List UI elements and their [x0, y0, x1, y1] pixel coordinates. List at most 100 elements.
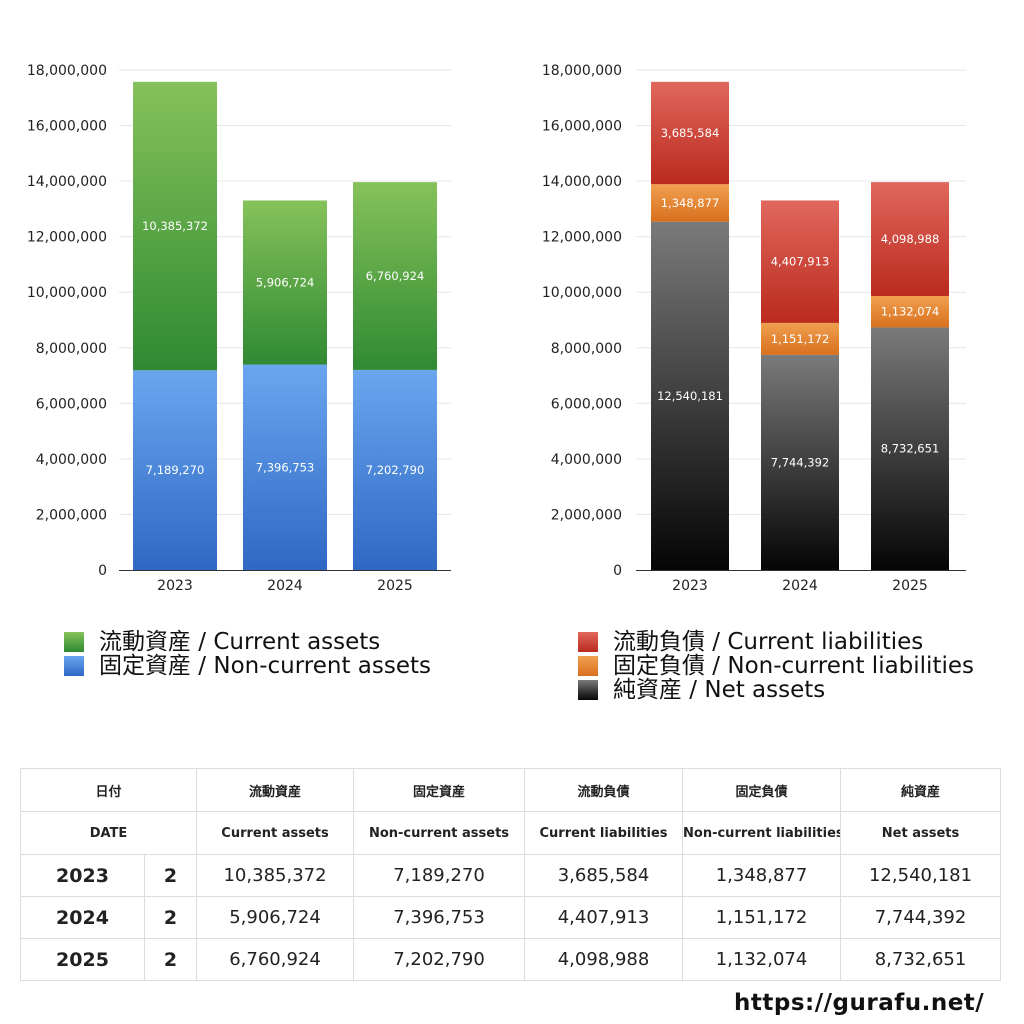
- table-cell: 1,151,172: [682, 896, 842, 939]
- y-tick-label: 4,000,000: [551, 452, 622, 468]
- table-header-cell: 固定資産: [353, 768, 526, 812]
- data-label: 4,407,913: [771, 255, 830, 269]
- x-tick-label: 2024: [782, 578, 818, 594]
- assets-chart: 0 2,000,000 4,000,000 6,000,000 8,000,000 10,…: [27, 63, 451, 594]
- table-cell: 7,202,790: [353, 938, 526, 981]
- bar-segment: [761, 354, 839, 570]
- table-header-cell: Net assets: [840, 811, 1002, 855]
- liabilities-chart: 0 2,000,000 4,000,000 6,000,000 8,000,000 10,…: [542, 63, 966, 594]
- y-tick-label: 2,000,000: [36, 507, 107, 523]
- table-cell: 2: [143, 854, 198, 897]
- x-tick-label: 2025: [892, 578, 928, 594]
- y-tick-label: 10,000,000: [542, 285, 622, 301]
- legend-item: 流動資産 / Current assets: [64, 630, 431, 654]
- data-table: 日付 流動資産 固定資産 流動負債 固定負債 純資産 DATE Current assets N…: [19, 768, 1002, 981]
- table-cell: 2025: [20, 938, 145, 981]
- legend-swatch: [64, 632, 84, 652]
- data-label: 8,732,651: [881, 442, 940, 456]
- table-row: 2023 2 10,385,372 7,189,270 3,685,584 1,348,8…: [20, 854, 1002, 897]
- y-tick-label: 6,000,000: [551, 396, 622, 412]
- bar-segment: [133, 81, 217, 371]
- table-cell: 3,685,584: [524, 854, 684, 897]
- table-cell: 2024: [20, 896, 145, 939]
- table-cell: 5,906,724: [196, 896, 355, 939]
- table-header-cell: 流動負債: [524, 768, 684, 812]
- legend-label: 流動負債 / Current liabilities: [613, 629, 924, 655]
- y-tick-label: 8,000,000: [36, 341, 107, 357]
- bar-segment: [871, 295, 949, 328]
- table-cell: 2: [143, 938, 198, 981]
- table-header-cell: DATE: [19, 811, 198, 855]
- table-header-cell: Non-current liabilities: [682, 811, 842, 855]
- bar-segment: [871, 182, 949, 296]
- bar-segment: [243, 364, 327, 570]
- bar-segment: [651, 184, 729, 222]
- table-cell: 2023: [20, 854, 145, 897]
- table-header-cell: Non-current assets: [353, 811, 526, 855]
- data-label: 4,098,988: [881, 232, 940, 246]
- table-cell: 7,744,392: [840, 896, 1002, 939]
- table-header-en: DATE Current assets Non-current assets Curr…: [19, 811, 1002, 855]
- bar-segment: [761, 200, 839, 323]
- x-tick-label: 2023: [157, 578, 193, 594]
- data-label: 1,132,074: [881, 305, 940, 319]
- y-tick-label: 12,000,000: [27, 230, 107, 246]
- data-label: 10,385,372: [142, 219, 208, 233]
- table-cell: 7,396,753: [353, 896, 526, 939]
- y-tick-label: 10,000,000: [27, 285, 107, 301]
- y-tick-label: 18,000,000: [27, 63, 107, 79]
- data-label: 6,760,924: [366, 269, 425, 283]
- legend-label: 純資産 / Net assets: [613, 677, 826, 703]
- table-cell: 12,540,181: [840, 854, 1002, 897]
- y-tick-label: 16,000,000: [542, 119, 622, 135]
- data-label: 7,189,270: [146, 463, 205, 477]
- table-header-cell: Current assets: [196, 811, 355, 855]
- x-tick-label: 2024: [267, 578, 303, 594]
- y-tick-label: 0: [613, 563, 622, 579]
- legend-swatch: [578, 656, 598, 676]
- x-tick-label: 2023: [672, 578, 708, 594]
- table-cell: 2: [143, 896, 198, 939]
- legend-swatch: [64, 656, 84, 676]
- data-label: 1,151,172: [771, 332, 830, 346]
- data-label: 7,396,753: [256, 460, 315, 474]
- liabilities-legend: 流動負債 / Current liabilities 固定負債 / Non-cur…: [578, 630, 974, 702]
- table-cell: 8,732,651: [840, 938, 1002, 981]
- legend-label: 固定資産 / Non-current assets: [99, 653, 432, 679]
- data-label: 3,685,584: [661, 126, 720, 140]
- y-tick-label: 16,000,000: [27, 119, 107, 135]
- data-label: 7,744,392: [771, 455, 830, 469]
- table-row: 2025 2 6,760,924 7,202,790 4,098,988 1,132,07…: [20, 938, 1002, 981]
- bar-segment: [353, 369, 437, 570]
- charts-canvas: 0 2,000,000 4,000,000 6,000,000 8,000,000 10,…: [27, 63, 966, 594]
- data-label: 1,348,877: [661, 196, 720, 210]
- y-tick-label: 8,000,000: [551, 341, 622, 357]
- legend-label: 固定負債 / Non-current liabilities: [613, 653, 974, 679]
- table-header-cell: 固定負債: [682, 768, 842, 812]
- legend-item: 固定負債 / Non-current liabilities: [578, 654, 974, 678]
- legend-item: 流動負債 / Current liabilities: [578, 630, 974, 654]
- y-tick-label: 0: [98, 563, 107, 579]
- table-header-cell: 流動資産: [196, 768, 355, 812]
- legend-swatch: [578, 680, 598, 700]
- site-url[interactable]: https://gurafu.net/: [734, 990, 985, 1016]
- table-cell: 1,132,074: [682, 938, 842, 981]
- table-row: 2024 2 5,906,724 7,396,753 4,407,913 1,151,17…: [20, 896, 1002, 939]
- legend-swatch: [578, 632, 598, 652]
- bar-segment: [651, 221, 729, 571]
- data-label: 12,540,181: [657, 389, 723, 403]
- x-tick-label: 2025: [377, 578, 413, 594]
- bar-segment: [133, 370, 217, 570]
- bar-segment: [651, 81, 729, 185]
- bar-segment: [761, 322, 839, 355]
- y-tick-label: 6,000,000: [36, 396, 107, 412]
- table-header-ja: 日付 流動資産 固定資産 流動負債 固定負債 純資産: [19, 768, 1002, 812]
- y-tick-label: 18,000,000: [542, 63, 622, 79]
- bar-segment: [243, 200, 327, 365]
- y-tick-label: 14,000,000: [542, 174, 622, 190]
- legend-item: 固定資産 / Non-current assets: [64, 654, 431, 678]
- table-header-cell: Current liabilities: [524, 811, 684, 855]
- table-cell: 1,348,877: [682, 854, 842, 897]
- data-label: 5,906,724: [256, 275, 315, 289]
- data-label: 7,202,790: [366, 463, 425, 477]
